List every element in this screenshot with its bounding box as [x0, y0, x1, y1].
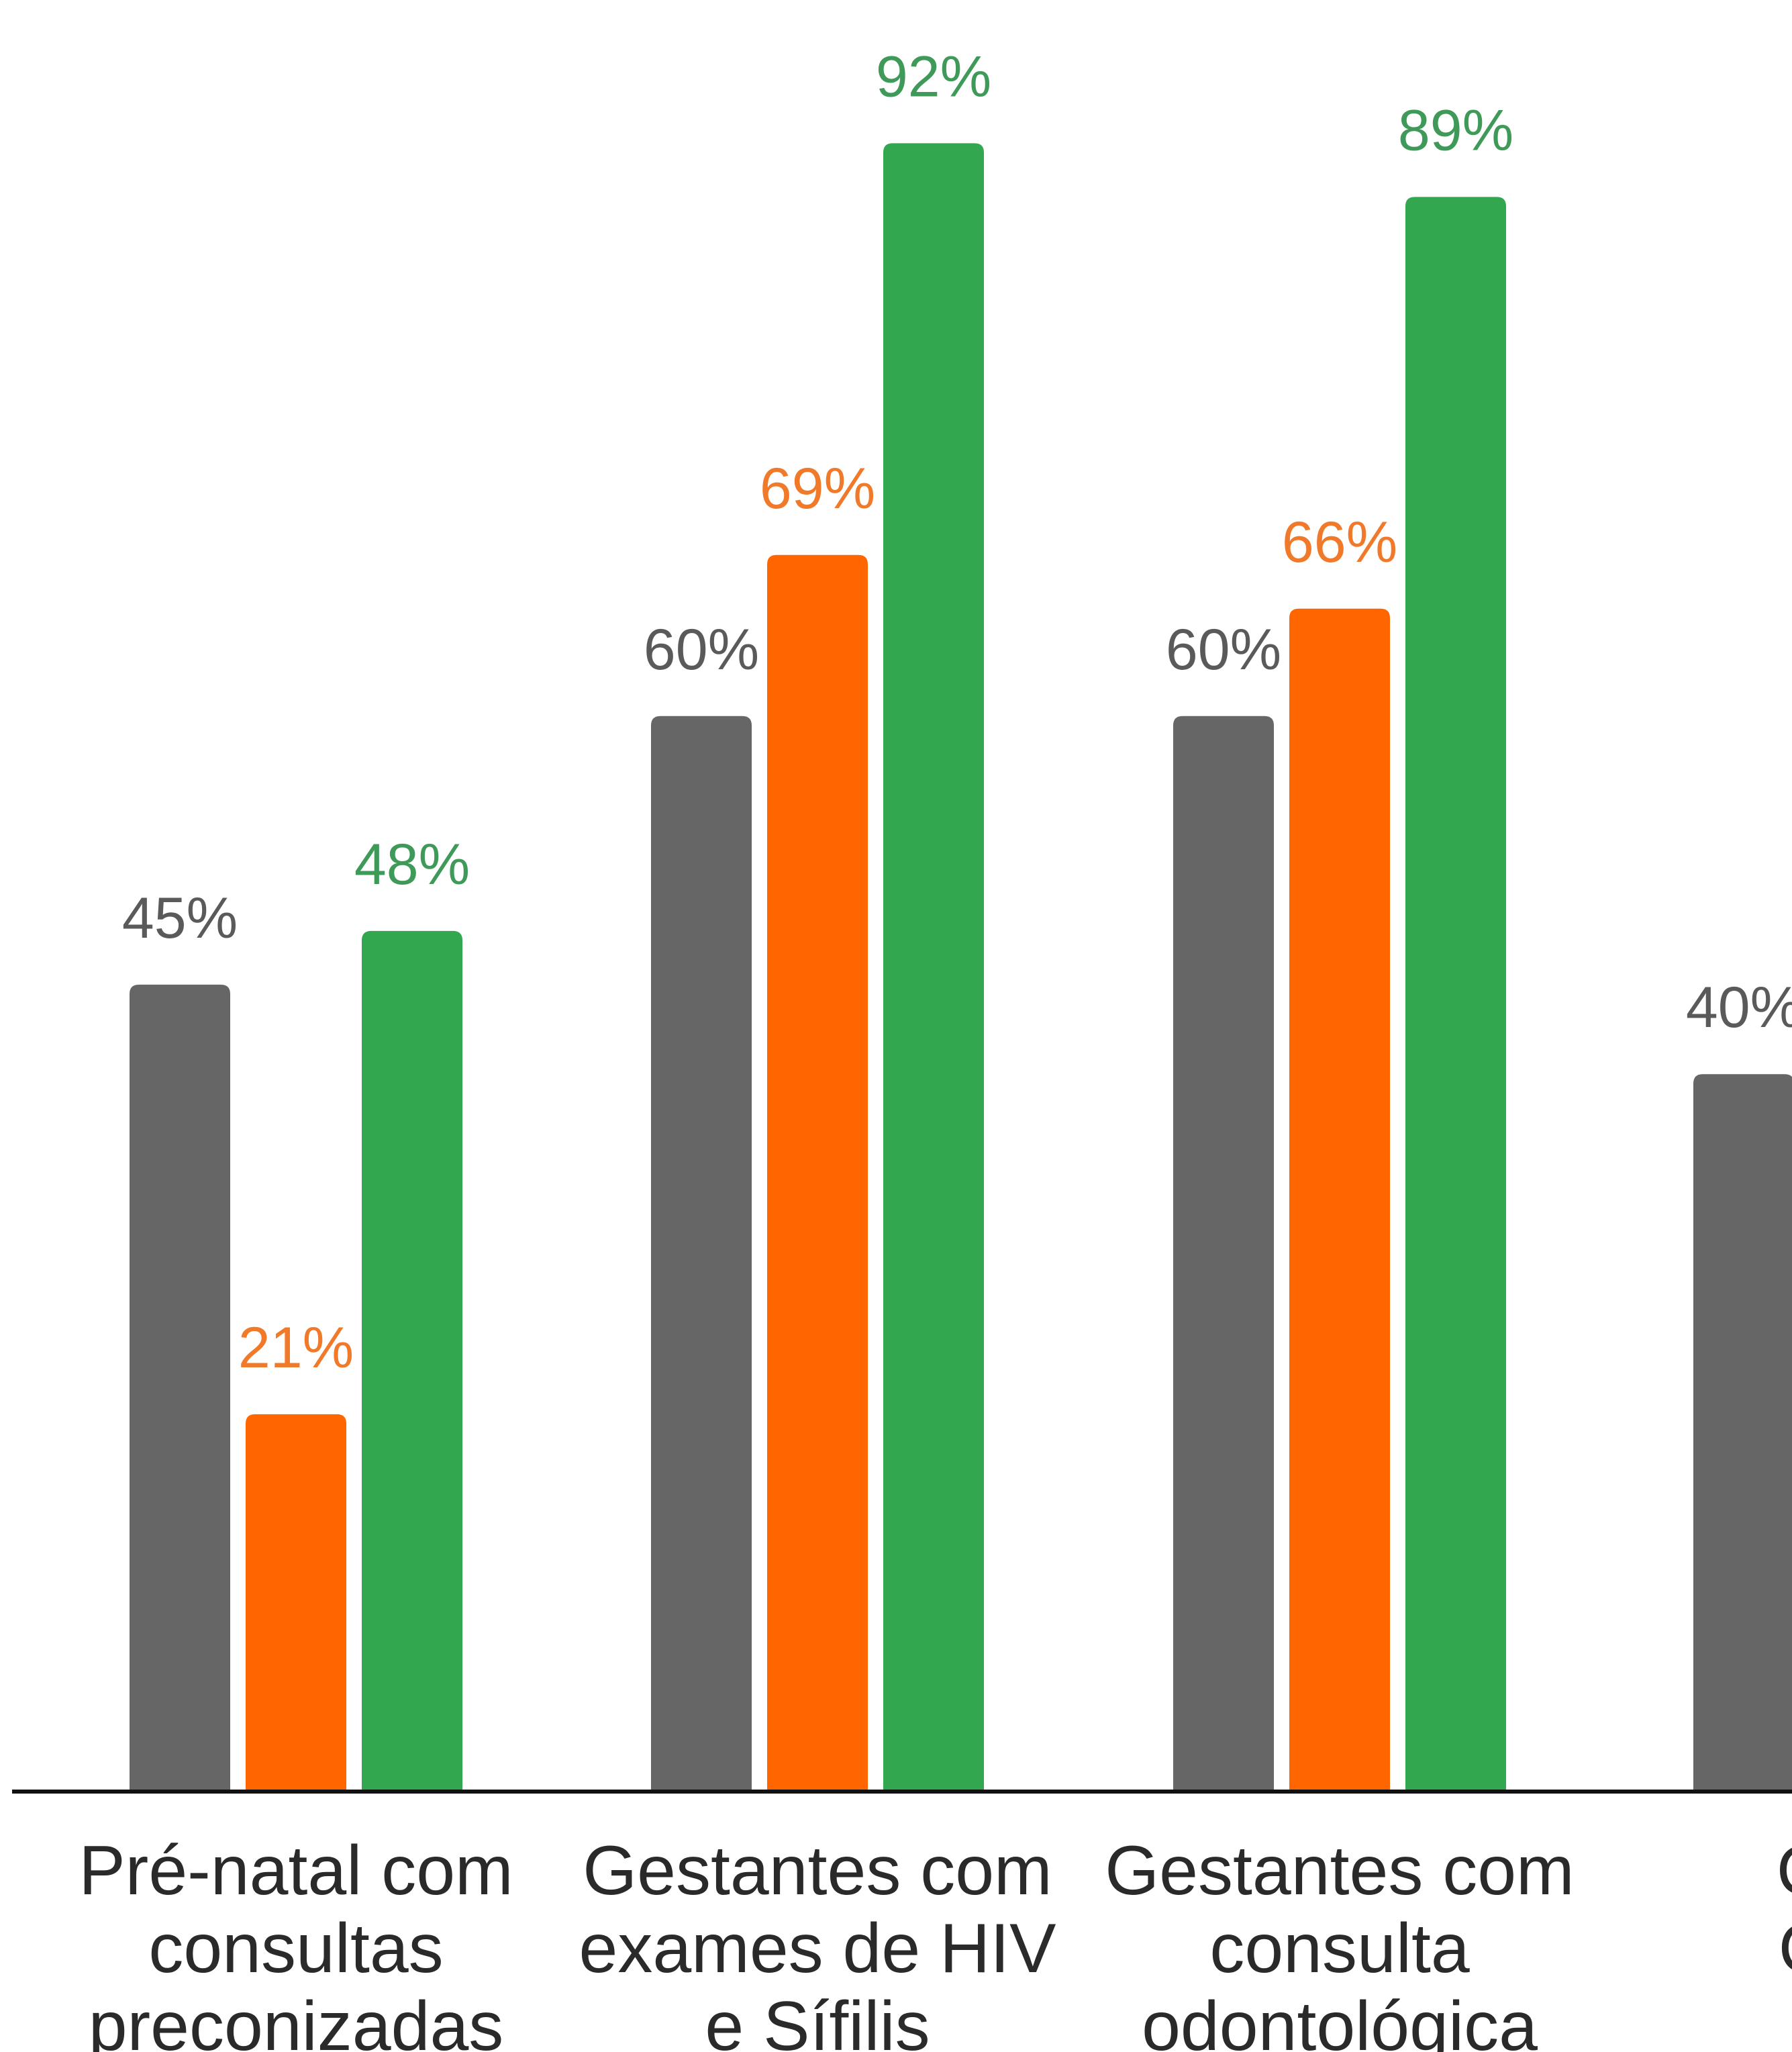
bar-s2-c1 — [883, 143, 984, 1790]
value-label-s2-c2: 89% — [1398, 98, 1513, 162]
value-label-s0-c2: 60% — [1166, 618, 1281, 682]
bar-s1-c1 — [767, 554, 868, 1790]
bar-s0-c1 — [651, 716, 752, 1790]
bar-s2-c2 — [1405, 197, 1506, 1790]
bar-s2-c0 — [362, 930, 462, 1790]
value-label-s1-c1: 69% — [760, 456, 875, 521]
category-label-2-line-2: odontológica — [1142, 1988, 1538, 2052]
value-label-s0-c3: 40% — [1686, 975, 1792, 1040]
category-label-1-line-2: e Sífilis — [705, 1988, 930, 2052]
category-label-3-line-0: Cobe — [1777, 1832, 1792, 1910]
value-label-s2-c0: 48% — [354, 832, 470, 897]
category-label-2-line-0: Gestantes com — [1105, 1832, 1574, 1910]
value-label-s1-c2: 66% — [1282, 510, 1397, 575]
value-label-s1-c0: 21% — [238, 1316, 354, 1380]
bar-s1-c2 — [1289, 608, 1390, 1790]
category-label-1-line-1: exames de HIV — [579, 1910, 1056, 1988]
category-label-0-line-1: consultas — [148, 1910, 443, 1988]
value-label-s0-c0: 45% — [122, 886, 238, 950]
category-label-2-line-1: consulta — [1209, 1910, 1470, 1988]
bar-s0-c3 — [1693, 1074, 1792, 1790]
bar-s1-c0 — [246, 1414, 346, 1790]
category-label-0-line-0: Pré-natal com — [79, 1832, 513, 1910]
category-label-3-line-1: Citop — [1779, 1910, 1792, 1988]
value-label-s2-c1: 92% — [876, 44, 991, 109]
bar-s0-c0 — [130, 984, 230, 1790]
value-label-s0-c1: 60% — [644, 618, 759, 682]
bar-s0-c2 — [1173, 716, 1274, 1790]
category-label-1-line-0: Gestantes com — [583, 1832, 1052, 1910]
category-label-0-line-2: preconizadas — [89, 1988, 504, 2052]
